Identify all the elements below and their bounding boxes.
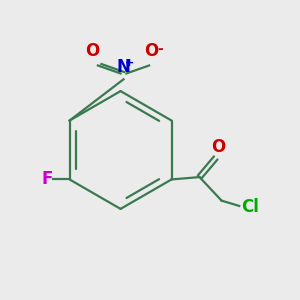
Text: N: N xyxy=(117,58,130,76)
Text: O: O xyxy=(211,138,225,156)
Text: Cl: Cl xyxy=(241,198,259,216)
Text: O: O xyxy=(85,42,99,60)
Text: O: O xyxy=(144,42,159,60)
Text: -: - xyxy=(158,42,163,56)
Text: +: + xyxy=(125,58,135,68)
Text: F: F xyxy=(42,170,53,188)
